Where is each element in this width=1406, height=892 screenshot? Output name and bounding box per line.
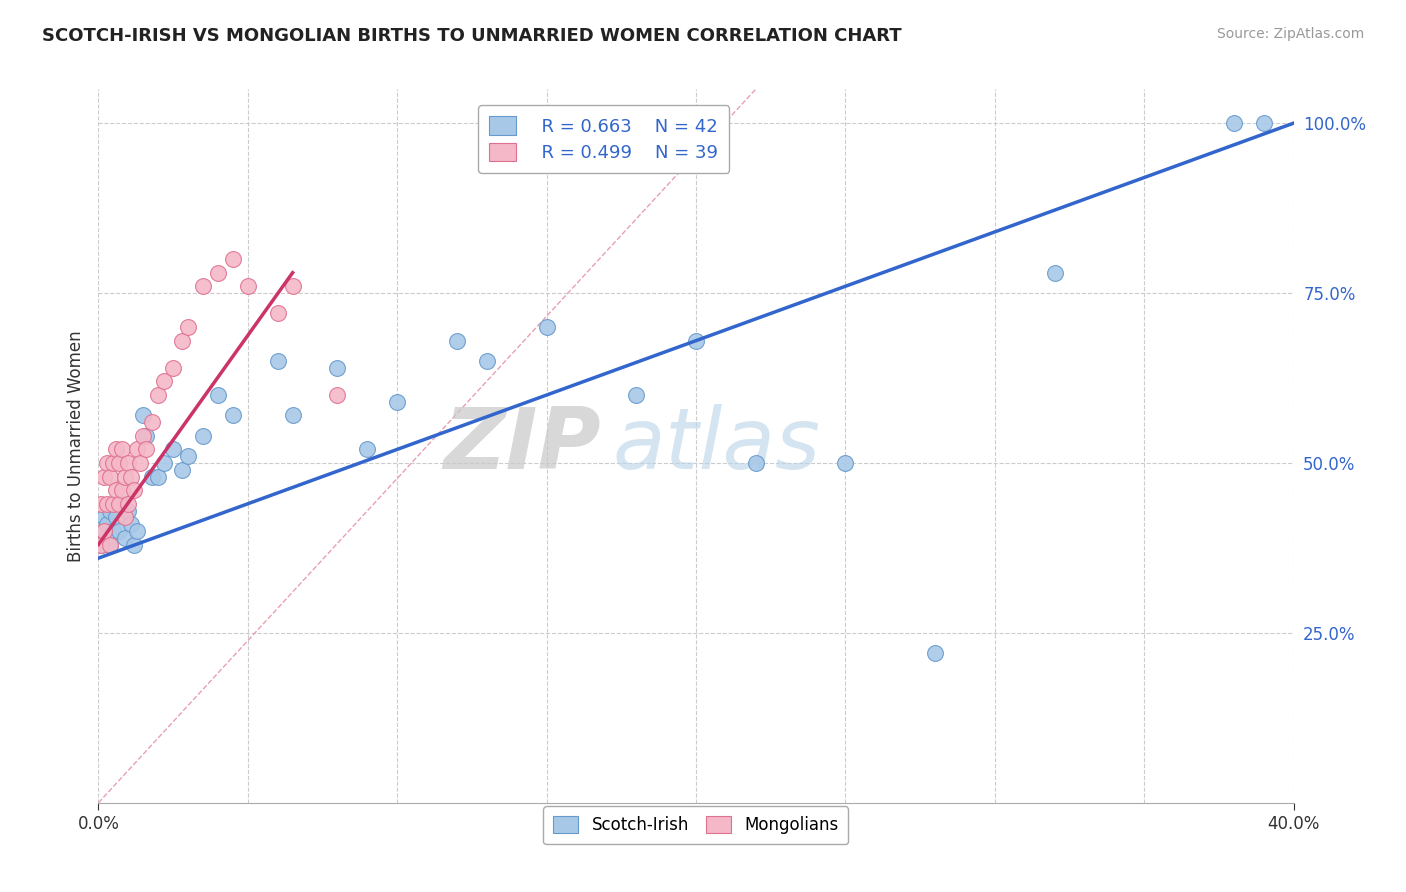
Point [124,483,146,498]
Point [207,388,229,402]
Legend: Scotch-Irish, Mongolians: Scotch-Irish, Mongolians [544,806,848,845]
Point [536,320,558,334]
Point [267,354,290,368]
Point [132,429,155,443]
Point [98,469,122,483]
Point [153,375,176,389]
Point [103,524,125,538]
Point [103,456,125,470]
Point [114,510,136,524]
Point [117,456,139,470]
Point [222,409,245,423]
Text: ZIP: ZIP [443,404,600,488]
Point [124,537,146,551]
Point [127,524,149,538]
Point [105,483,128,498]
Point [222,252,245,266]
Point [98,503,122,517]
Point [96,497,118,511]
Point [148,469,170,483]
Point [326,388,349,402]
Point [626,388,648,402]
Point [356,442,378,457]
Point [267,306,290,320]
Point [103,497,125,511]
Point [105,442,128,457]
Point [108,524,131,538]
Point [177,449,200,463]
Point [93,469,115,483]
Point [172,334,194,348]
Point [93,510,115,524]
Point [834,456,856,470]
Point [177,320,200,334]
Point [475,354,498,368]
Point [117,497,139,511]
Point [924,646,946,660]
Point [191,429,214,443]
Point [111,483,134,498]
Point [141,415,163,429]
Point [108,456,131,470]
Point [1223,116,1246,130]
Point [98,537,122,551]
Y-axis label: Births to Unmarried Women: Births to Unmarried Women [66,330,84,562]
Text: atlas: atlas [613,404,820,488]
Point [172,463,194,477]
Point [105,510,128,524]
Point [90,537,112,551]
Point [108,497,131,511]
Point [1043,266,1066,280]
Point [129,456,152,470]
Point [446,334,468,348]
Point [96,456,118,470]
Point [135,442,157,457]
Point [114,531,136,545]
Point [132,409,155,423]
Point [148,388,170,402]
Point [385,394,409,409]
Point [93,524,115,538]
Point [191,279,214,293]
Point [745,456,768,470]
Point [162,360,184,375]
Point [111,497,134,511]
Point [93,524,115,538]
Point [90,537,112,551]
Point [1253,116,1275,130]
Point [207,266,229,280]
Point [162,442,184,457]
Point [153,456,176,470]
Point [96,517,118,532]
Point [281,409,304,423]
Point [117,503,139,517]
Point [120,517,142,532]
Point [326,360,349,375]
Point [236,279,259,293]
Point [114,469,136,483]
Text: SCOTCH-IRISH VS MONGOLIAN BIRTHS TO UNMARRIED WOMEN CORRELATION CHART: SCOTCH-IRISH VS MONGOLIAN BIRTHS TO UNMA… [42,27,901,45]
Point [135,429,157,443]
Point [120,469,142,483]
Point [111,442,134,457]
Point [281,279,304,293]
Point [90,497,112,511]
Point [98,537,122,551]
Text: Source: ZipAtlas.com: Source: ZipAtlas.com [1216,27,1364,41]
Point [685,334,707,348]
Point [127,442,149,457]
Point [141,469,163,483]
